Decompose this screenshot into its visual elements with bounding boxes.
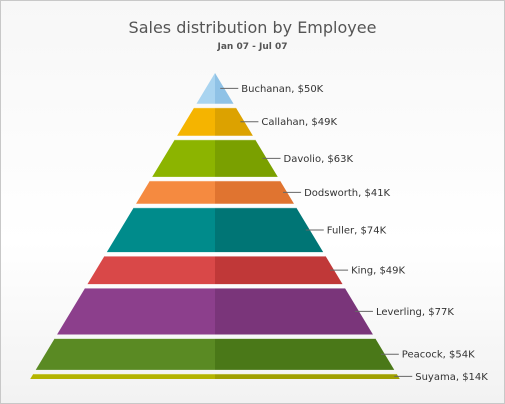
segment-label-peacock: Peacock, $54K: [402, 350, 475, 361]
chart-subtitle: Jan 07 - Jul 07: [217, 42, 288, 52]
pyramid-segment-leverling[interactable]: [57, 287, 373, 335]
pyramid-segment-dodsworth[interactable]: [136, 180, 294, 204]
pyramid-segment-davolio[interactable]: [152, 139, 278, 177]
segment-label-suyama: Suyama, $14K: [415, 372, 488, 383]
segment-label-buchanan: Buchanan, $50K: [241, 84, 323, 95]
segment-label-davolio: Davolio, $63K: [284, 154, 354, 165]
segment-right-face: [215, 139, 278, 177]
segment-left-face: [196, 73, 215, 104]
pyramid-segment-callahan[interactable]: [177, 107, 253, 136]
segment-label-leverling: Leverling, $77K: [376, 307, 454, 318]
segment-left-face: [106, 207, 215, 253]
pyramid-segment-king[interactable]: [87, 255, 343, 285]
segment-left-face: [177, 107, 215, 136]
pyramid-segment-peacock[interactable]: [35, 338, 395, 370]
segment-label-fuller: Fuller, $74K: [327, 225, 387, 236]
segment-right-face: [215, 180, 294, 204]
segment-label-callahan: Callahan, $49K: [261, 117, 337, 128]
segment-right-face: [215, 338, 395, 370]
pyramid-segment-fuller[interactable]: [106, 207, 324, 253]
segment-left-face: [30, 373, 215, 379]
segment-right-face: [215, 107, 253, 136]
pyramid-segment-suyama[interactable]: [30, 373, 400, 379]
segment-left-face: [35, 338, 216, 370]
segment-label-dodsworth: Dodsworth, $41K: [304, 188, 390, 199]
segment-right-face: [215, 373, 400, 379]
segment-left-face: [87, 256, 215, 285]
chart-title: Sales distribution by Employee: [128, 18, 377, 37]
segment-left-face: [152, 139, 215, 177]
segment-label-king: King, $49K: [351, 266, 405, 277]
segment-right-face: [215, 288, 373, 335]
segment-left-face: [57, 288, 215, 335]
segment-right-face: [215, 207, 324, 253]
segment-left-face: [136, 180, 215, 204]
segment-right-face: [215, 256, 343, 285]
